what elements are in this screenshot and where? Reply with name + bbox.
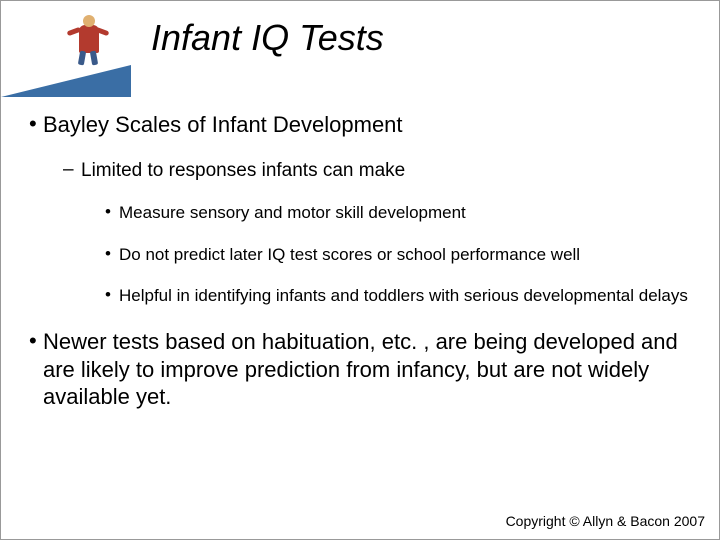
list-item: • Bayley Scales of Infant Development – …	[29, 111, 691, 306]
bullet-icon: •	[105, 244, 119, 264]
bullet-list: – Limited to responses infants can make …	[63, 159, 691, 307]
bullet-list: • Measure sensory and motor skill develo…	[105, 202, 691, 306]
slide-title: Infant IQ Tests	[151, 17, 384, 59]
bullet-text: Bayley Scales of Infant Development	[43, 111, 691, 139]
bullet-icon: •	[105, 285, 119, 305]
bullet-list: • Bayley Scales of Infant Development – …	[29, 111, 691, 411]
slide-header: Infant IQ Tests	[1, 1, 719, 97]
bullet-icon: •	[105, 202, 119, 222]
bullet-icon: •	[29, 328, 43, 354]
bullet-text: Measure sensory and motor skill developm…	[119, 202, 691, 223]
bullet-text: Limited to responses infants can make	[81, 159, 691, 183]
copyright-text: Copyright © Allyn & Bacon 2007	[506, 513, 705, 529]
bullet-text: Newer tests based on habituation, etc. ,…	[43, 328, 691, 411]
list-item: • Newer tests based on habituation, etc.…	[29, 328, 691, 411]
bullet-text: Helpful in identifying infants and toddl…	[119, 285, 691, 306]
list-item: • Do not predict later IQ test scores or…	[105, 244, 691, 265]
slide-content: • Bayley Scales of Infant Development – …	[29, 111, 691, 429]
list-item: • Helpful in identifying infants and tod…	[105, 285, 691, 306]
dash-icon: –	[63, 159, 81, 181]
bullet-text: Do not predict later IQ test scores or s…	[119, 244, 691, 265]
mascot-icon	[61, 11, 116, 66]
list-item: • Measure sensory and motor skill develo…	[105, 202, 691, 223]
header-wedge	[1, 65, 131, 97]
bullet-icon: •	[29, 111, 43, 137]
list-item: – Limited to responses infants can make …	[63, 159, 691, 307]
slide: Infant IQ Tests • Bayley Scales of Infan…	[0, 0, 720, 540]
